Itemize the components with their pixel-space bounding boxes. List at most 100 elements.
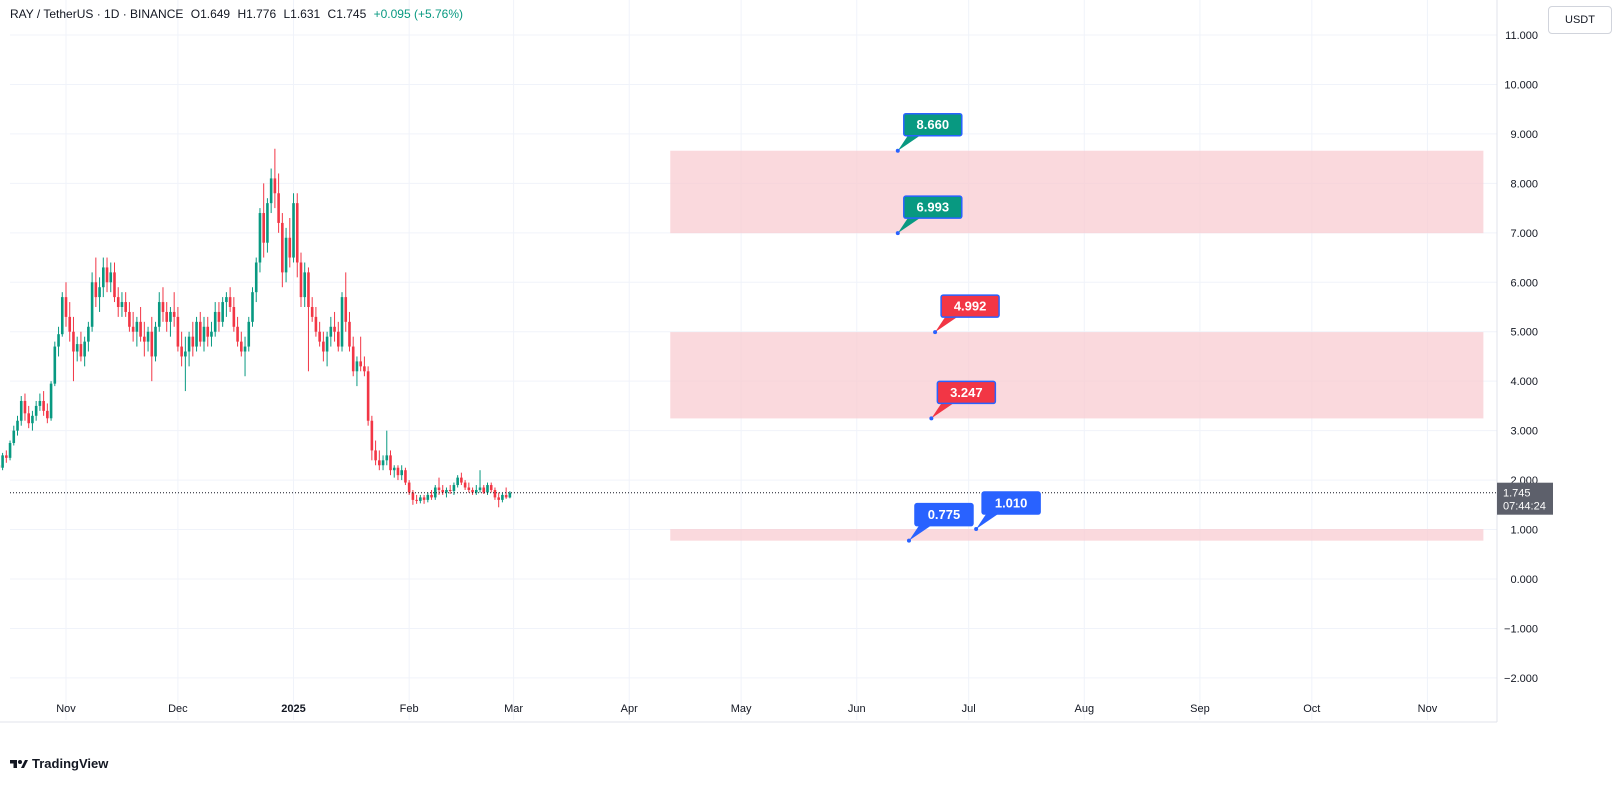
candle-body [233, 307, 236, 327]
price-label: 1.010 [974, 492, 1040, 531]
candle-body [460, 478, 463, 483]
price-label-text: 3.247 [950, 385, 983, 400]
candle-body [330, 327, 333, 337]
candle-body [46, 411, 49, 418]
candle-body [419, 497, 422, 500]
candle-body [318, 332, 321, 342]
candle-body [441, 490, 444, 492]
candle-body [158, 302, 161, 327]
zone-rect [670, 332, 1483, 418]
price-axis-tick-label: 3.000 [1510, 426, 1538, 438]
candle-body [292, 203, 295, 257]
candle-body [509, 493, 512, 498]
candle-body [326, 337, 329, 352]
price-axis-tick-label: 4.000 [1510, 376, 1538, 388]
candle-body [385, 455, 388, 460]
candle-body [42, 401, 45, 411]
price-label: 4.992 [933, 295, 999, 334]
symbol-header: RAY / TetherUS · 1D · BINANCE O1.649 H1.… [10, 7, 467, 21]
candle-body [109, 272, 112, 282]
candle-body [348, 322, 351, 347]
candle-body [356, 361, 359, 371]
candle-body [117, 297, 120, 307]
candle-body [404, 470, 407, 482]
tradingview-logo-icon [10, 758, 28, 770]
symbol-title[interactable]: RAY / TetherUS · 1D · BINANCE [10, 7, 183, 21]
candle-body [139, 322, 142, 337]
candle-body [505, 495, 508, 497]
candle-body [76, 344, 79, 351]
candle-body [296, 203, 299, 262]
price-axis-tick-label: 6.000 [1510, 277, 1538, 289]
candle-body [337, 332, 340, 347]
time-axis-tick-label: Mar [504, 703, 523, 715]
time-axis-tick-label: Nov [1418, 703, 1438, 715]
candle-body [393, 468, 396, 470]
candle-body [54, 347, 57, 384]
time-axis-tick-label: Aug [1075, 703, 1095, 715]
candle-body [468, 488, 471, 490]
candle-body [289, 238, 292, 258]
candle-body [147, 332, 150, 342]
candle-body [453, 485, 456, 491]
candle-body [274, 178, 277, 193]
candle-body [165, 312, 168, 322]
candle-body [173, 312, 176, 317]
currency-button[interactable]: USDT [1548, 6, 1612, 34]
price-axis-tick-label: −1.000 [1504, 623, 1538, 635]
candle-body [427, 495, 430, 500]
candle-body [203, 327, 206, 342]
price-label-anchor [896, 231, 900, 235]
candle-body [31, 416, 34, 423]
candle-body [16, 421, 19, 431]
candle-body [449, 490, 452, 491]
tradingview-logo-text: TradingView [32, 756, 108, 771]
price-axis-tick-label: 5.000 [1510, 327, 1538, 339]
tradingview-logo[interactable]: TradingView [10, 756, 108, 771]
candle-body [322, 342, 325, 352]
candle-body [206, 327, 209, 337]
candle-body [236, 327, 239, 342]
candle-body [281, 223, 284, 272]
candle-body [132, 327, 135, 332]
change-value: +0.095 (+5.76%) [374, 7, 463, 21]
candle-body [195, 322, 198, 347]
price-axis-tick-label: 7.000 [1510, 228, 1538, 240]
price-label-text: 8.660 [917, 117, 950, 132]
candle-body [494, 490, 497, 497]
candle-body [20, 401, 23, 421]
candle-body [57, 334, 60, 346]
candle-body [192, 337, 195, 347]
candle-body [408, 483, 411, 493]
candle-body [456, 478, 459, 485]
candle-body [423, 497, 426, 499]
candle-body [80, 344, 83, 356]
time-axis-tick-label: 2025 [281, 703, 305, 715]
candle-body [98, 287, 101, 297]
candle-body [344, 297, 347, 322]
time-axis-tick-label: Sep [1190, 703, 1210, 715]
price-label-anchor [907, 539, 911, 543]
candle-body [61, 297, 64, 334]
candle-body [91, 282, 94, 327]
candle-body [188, 337, 191, 352]
candle-body [106, 267, 109, 282]
candle-body [352, 347, 355, 372]
price-label-text: 4.992 [954, 299, 987, 314]
price-label-pointer [976, 514, 998, 529]
price-label-anchor [929, 416, 933, 420]
candle-body [5, 455, 8, 457]
candle-body [68, 317, 71, 332]
candle-body [445, 490, 448, 492]
last-price-countdown: 07:44:24 [1503, 501, 1546, 513]
candle-body [87, 327, 90, 342]
candle-body [303, 272, 306, 297]
candle-body [50, 384, 53, 419]
price-axis-tick-label: 8.000 [1510, 178, 1538, 190]
candle-body [162, 302, 165, 312]
candle-body [199, 322, 202, 342]
candle-body [471, 490, 474, 492]
